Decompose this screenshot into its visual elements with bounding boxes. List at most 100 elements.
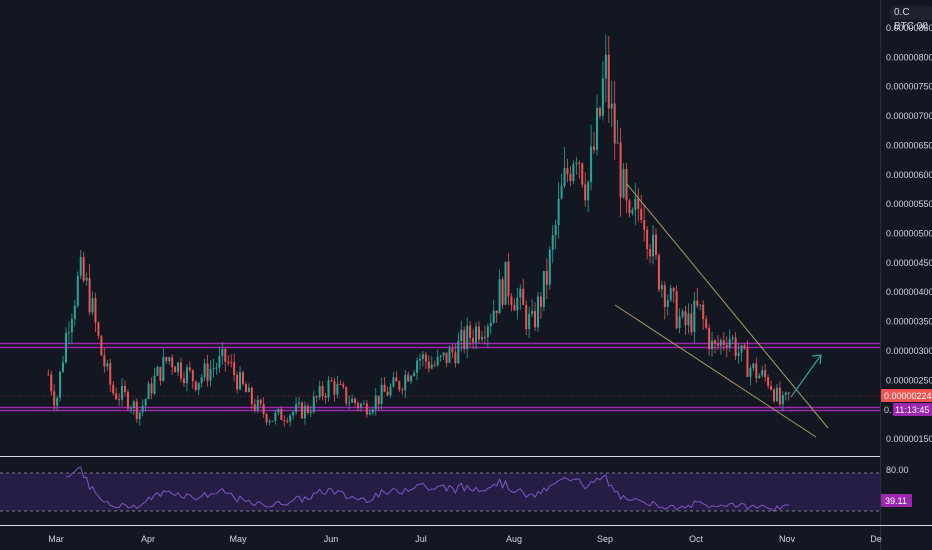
rsi-pane[interactable] [0, 466, 880, 512]
candle-down [324, 395, 327, 398]
rsi-line [65, 466, 789, 512]
candle-down [82, 257, 85, 281]
candle-down [365, 403, 368, 415]
candle-down [778, 387, 781, 405]
candle-up [616, 142, 619, 144]
wedge-upper-trendline[interactable] [625, 182, 829, 429]
candle-down [690, 313, 693, 333]
candle-up [687, 313, 690, 326]
candle-up [185, 367, 188, 384]
candle-down [725, 344, 728, 348]
time-tick-label: De [870, 534, 882, 544]
candle-up [348, 402, 351, 404]
candle-down [47, 374, 50, 376]
candle-down [250, 387, 253, 405]
candle-down [702, 304, 705, 320]
last-price-badge: 0.00000224 [881, 389, 932, 402]
candle-up [436, 356, 439, 366]
candle-up [740, 345, 743, 353]
candle-up [693, 300, 696, 333]
candle-down [286, 420, 289, 422]
candle-up [138, 412, 141, 419]
candle-up [153, 375, 156, 394]
projection-arrow[interactable] [790, 354, 822, 398]
candle-down [607, 54, 610, 109]
countdown-badge: 0. 11:13:45 [884, 403, 932, 416]
price-tick-label: 0.00000800 [886, 52, 932, 62]
candle-up [678, 316, 681, 329]
candle-down [657, 255, 660, 290]
candle-up [268, 421, 271, 423]
candle-up [758, 375, 761, 379]
candle-up [141, 405, 144, 413]
time-axis[interactable]: Mar Apr May Jun Jul Aug Sep Oct Nov De [48, 534, 882, 544]
price-axis[interactable]: 0.00000850 0.00000800 0.00000750 0.00000700… [886, 23, 932, 444]
candle-up [737, 352, 740, 357]
candle-down [97, 322, 100, 337]
time-tick-label: Aug [506, 534, 522, 544]
candle-up [634, 198, 637, 210]
candle-down [112, 384, 115, 394]
candle-up [536, 296, 539, 328]
candle-up [587, 181, 590, 201]
candle-up [168, 357, 171, 362]
candle-up [557, 198, 560, 225]
candle-down [433, 364, 436, 366]
candle-down [675, 291, 678, 329]
candle-up [404, 374, 407, 391]
candle-down [483, 336, 486, 338]
candle-down [280, 408, 283, 421]
candle-up [749, 367, 752, 377]
price-tick-label: 0.00000250 [886, 375, 932, 385]
candle-down [613, 103, 616, 144]
price-tick-label: 0.00000400 [886, 287, 932, 297]
wedge-lower-trendline[interactable] [614, 304, 817, 438]
candle-up [327, 380, 330, 398]
candle-up [466, 325, 469, 349]
candle-up [486, 326, 489, 338]
candle-up [203, 363, 206, 378]
support-band[interactable] [0, 406, 880, 412]
candle-up [64, 332, 67, 363]
candle-up [413, 372, 416, 377]
candle-up [781, 394, 784, 405]
candle-down [118, 399, 121, 401]
rsi-value-badge: 39.11 [881, 494, 912, 507]
candle-down [598, 107, 601, 116]
time-tick-label: Mar [48, 534, 64, 544]
candle-down [787, 392, 790, 394]
candle-up [421, 354, 424, 359]
candle-up [247, 387, 250, 393]
candle-up [475, 326, 478, 343]
resistance-band[interactable] [0, 342, 880, 349]
candle-up [731, 337, 734, 339]
candle-up [457, 340, 460, 364]
candle-down [315, 396, 318, 398]
candle-up [271, 420, 274, 422]
candle-down [755, 363, 758, 379]
price-tick-label: 0.00000850 [886, 23, 932, 33]
candle-up [70, 319, 73, 333]
candles [47, 34, 790, 427]
candle-up [560, 185, 563, 199]
currency-badge[interactable]: 0.C BTC 00 [890, 6, 932, 32]
candle-up [410, 376, 413, 382]
last-price-label: 0.00000224 [884, 391, 932, 401]
candle-up [239, 372, 242, 390]
candle-up [380, 384, 383, 405]
candle-up [761, 370, 764, 376]
candle-down [539, 296, 542, 307]
candle-up [666, 300, 669, 307]
candle-up [531, 310, 534, 315]
candle-down [123, 386, 126, 392]
candle-up [563, 168, 566, 186]
candle-down [663, 285, 666, 307]
candle-up [498, 279, 501, 314]
candle-down [545, 270, 548, 285]
candle-down [625, 168, 628, 201]
candle-up [351, 398, 354, 403]
candle-up [504, 261, 507, 305]
candle-down [469, 325, 472, 338]
candle-up [295, 404, 298, 413]
